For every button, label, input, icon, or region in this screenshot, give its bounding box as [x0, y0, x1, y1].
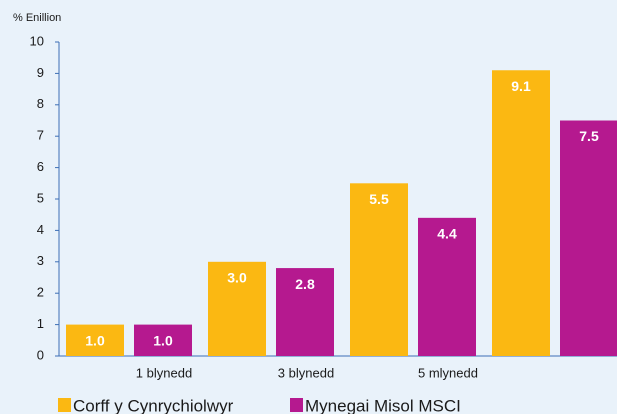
y-tick-label: 7 — [37, 128, 44, 143]
x-tick-label: 3 blynedd — [278, 365, 334, 380]
legend-swatch — [290, 398, 303, 412]
y-axis-label: % Enillion — [13, 12, 61, 24]
x-tick-label: 1 blynedd — [136, 365, 192, 380]
value-label: 9.1 — [511, 78, 531, 94]
y-tick-label: 9 — [37, 65, 44, 80]
value-label: 5.5 — [369, 191, 389, 207]
value-label: 4.4 — [437, 226, 457, 242]
bar — [276, 268, 334, 356]
y-tick-label: 3 — [37, 253, 44, 268]
value-label: 7.5 — [579, 128, 599, 144]
legend-swatch — [58, 398, 71, 412]
legend-label: Mynegai Misol MSCI — [305, 396, 461, 414]
bar — [492, 70, 550, 356]
y-tick-label: 4 — [37, 222, 44, 237]
y-tick-label: 0 — [37, 347, 44, 362]
y-tick-label: 8 — [37, 96, 44, 111]
y-tick-label: 6 — [37, 159, 44, 174]
bar — [350, 183, 408, 356]
y-tick-label: 5 — [37, 190, 44, 205]
value-label: 3.0 — [227, 270, 247, 286]
bar — [560, 120, 617, 356]
y-tick-label: 10 — [30, 33, 44, 48]
bar — [134, 324, 192, 356]
bar — [66, 324, 124, 356]
value-label: 1.0 — [85, 332, 105, 348]
y-tick-label: 2 — [37, 285, 44, 300]
value-label: 1.0 — [153, 332, 173, 348]
bar — [208, 261, 266, 356]
legend-label: Corff y Cynrychiolwyr — [73, 396, 234, 414]
value-label: 2.8 — [295, 276, 315, 292]
y-tick-label: 1 — [37, 316, 44, 331]
bar — [418, 217, 476, 356]
x-tick-label: 5 mlynedd — [418, 365, 478, 380]
